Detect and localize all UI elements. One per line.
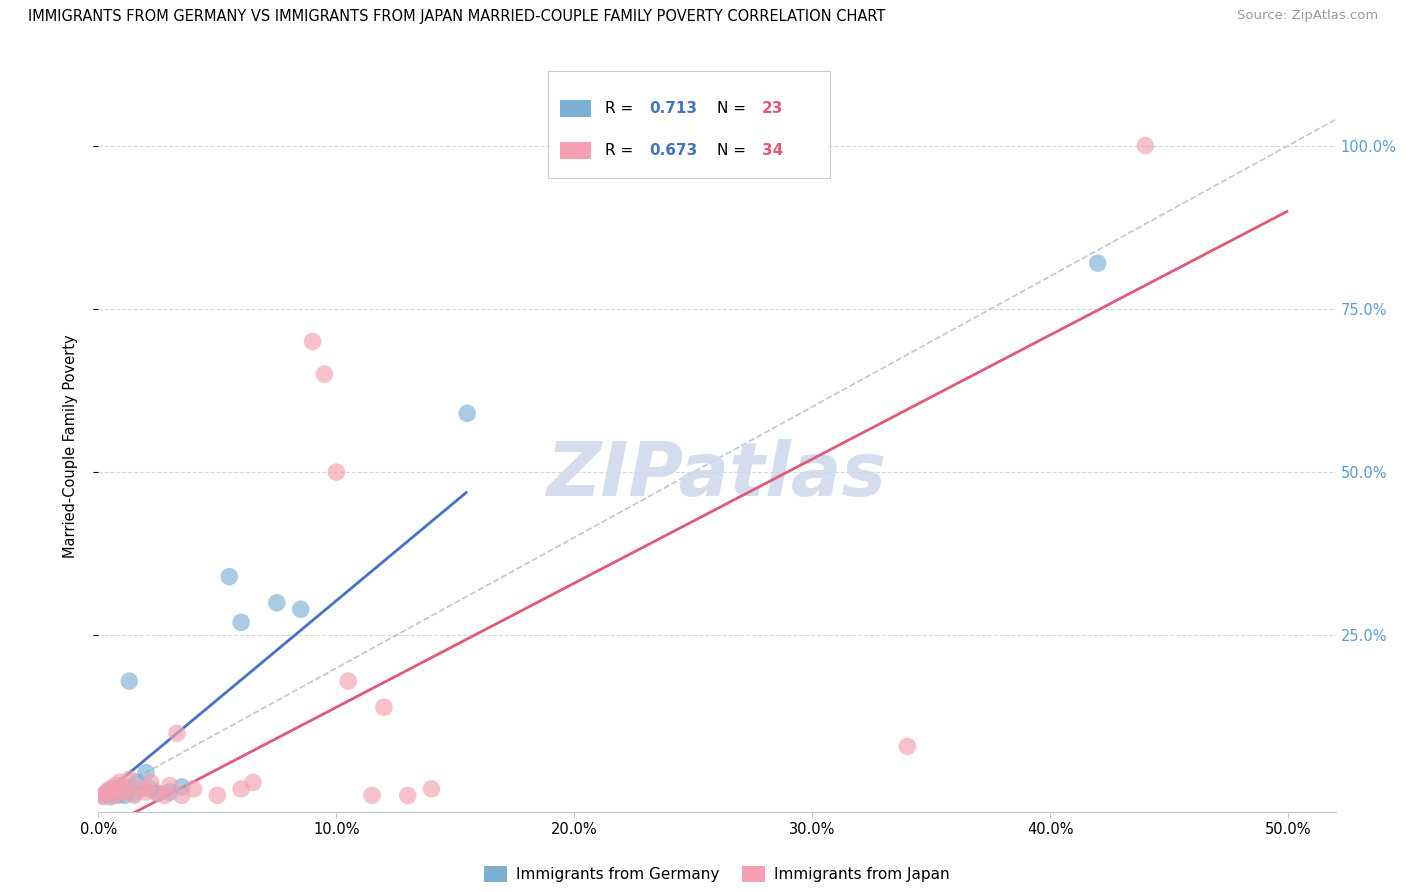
Point (170, 789, 193, 803)
Point (97, 784, 120, 798)
Point (118, 674, 141, 689)
Point (290, 602, 312, 616)
Point (111, 785, 134, 799)
Point (146, 787, 169, 801)
Point (139, 775, 162, 789)
Point (98, 789, 121, 804)
Point (108, 775, 131, 789)
Legend: Immigrants from Germany, Immigrants from Japan: Immigrants from Germany, Immigrants from… (478, 860, 956, 888)
Point (129, 781, 152, 796)
Point (361, 789, 384, 803)
Point (166, 726, 188, 740)
Point (91, 789, 114, 804)
FancyBboxPatch shape (560, 142, 591, 159)
Point (108, 784, 131, 798)
Text: 23: 23 (762, 101, 783, 116)
Point (301, 334, 323, 349)
Point (396, 789, 419, 803)
Point (159, 779, 181, 793)
Point (122, 789, 145, 803)
Text: 0.673: 0.673 (650, 143, 697, 158)
Point (207, 789, 229, 803)
Point (139, 781, 162, 796)
Point (242, 775, 264, 789)
Point (122, 787, 145, 801)
Text: IMMIGRANTS FROM GERMANY VS IMMIGRANTS FROM JAPAN MARRIED-COUPLE FAMILY POVERTY C: IMMIGRANTS FROM GERMANY VS IMMIGRANTS FR… (28, 9, 886, 24)
Point (107, 787, 129, 801)
Point (456, 406, 478, 420)
Point (183, 781, 205, 796)
Text: N =: N = (717, 101, 751, 116)
Point (97, 787, 120, 801)
Text: 34: 34 (762, 143, 783, 158)
Point (896, 739, 918, 754)
Point (231, 781, 253, 796)
Point (373, 700, 395, 714)
Point (337, 674, 360, 689)
Point (325, 465, 347, 479)
Text: ZIPatlas: ZIPatlas (547, 439, 887, 512)
Point (104, 779, 127, 793)
Point (159, 785, 181, 799)
Point (94, 787, 117, 801)
Point (101, 789, 124, 803)
Point (114, 789, 136, 803)
Point (231, 615, 253, 630)
Point (170, 780, 193, 794)
Point (111, 779, 134, 793)
Text: Source: ZipAtlas.com: Source: ZipAtlas.com (1237, 9, 1378, 22)
Point (135, 765, 157, 780)
FancyBboxPatch shape (560, 100, 591, 118)
Y-axis label: Married-Couple Family Poverty: Married-Couple Family Poverty (63, 334, 77, 558)
Point (91, 789, 114, 803)
Text: N =: N = (717, 143, 751, 158)
Point (218, 569, 240, 583)
Point (98, 781, 121, 796)
Point (118, 772, 141, 786)
Point (153, 789, 176, 803)
Text: R =: R = (605, 143, 638, 158)
Point (107, 789, 129, 803)
Point (104, 781, 127, 796)
Text: R =: R = (605, 101, 638, 116)
Point (1135, 138, 1157, 153)
Point (266, 596, 288, 610)
Point (101, 785, 124, 799)
Point (135, 785, 157, 799)
Point (314, 367, 336, 381)
Point (146, 787, 169, 801)
Point (420, 781, 443, 796)
Point (114, 781, 136, 796)
Point (1087, 256, 1109, 270)
Point (125, 775, 148, 789)
Text: 0.713: 0.713 (650, 101, 697, 116)
